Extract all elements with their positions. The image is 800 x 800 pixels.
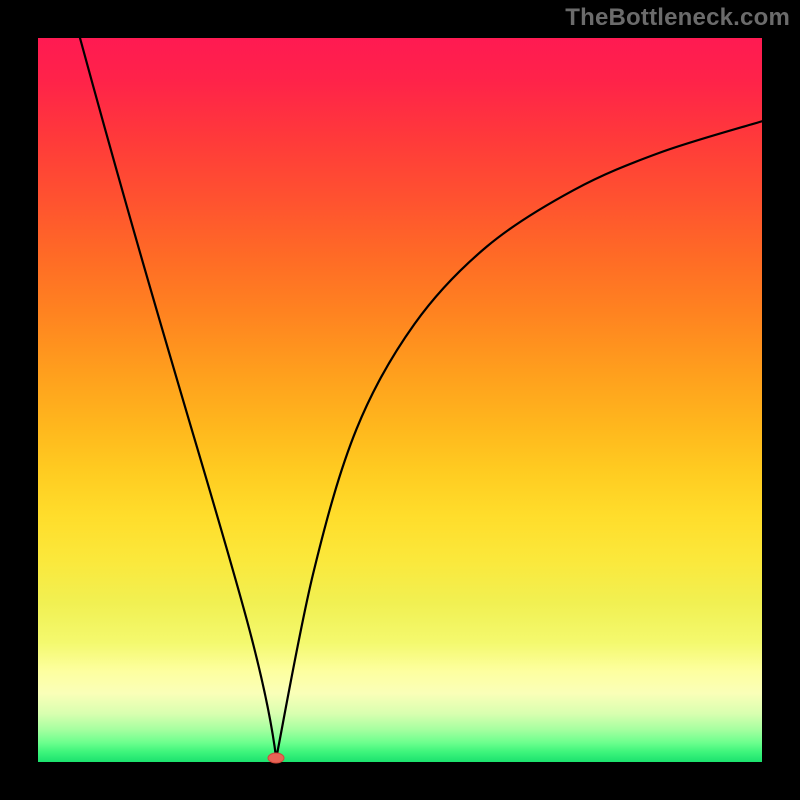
- bottleneck-curve: [38, 38, 762, 762]
- chart-container: TheBottleneck.com: [0, 0, 800, 800]
- watermark-text: TheBottleneck.com: [565, 4, 790, 32]
- plot-area: [38, 38, 762, 762]
- minimum-marker: [268, 752, 285, 763]
